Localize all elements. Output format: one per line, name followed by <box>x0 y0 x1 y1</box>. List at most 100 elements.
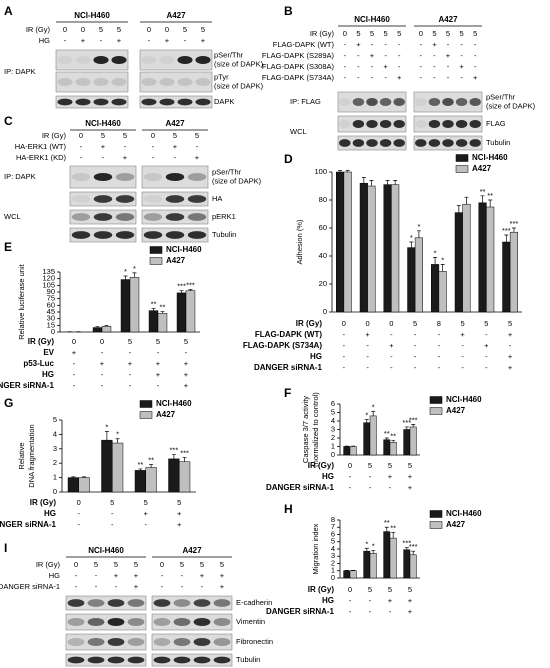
bar <box>157 313 168 333</box>
row-value: 5 <box>397 29 401 38</box>
y-tick-label: 4 <box>331 416 335 425</box>
y-tick-label: 3 <box>331 551 335 560</box>
blot-band <box>428 120 441 128</box>
condition-value: - <box>461 363 464 372</box>
row-value: + <box>473 73 478 82</box>
row-value: 0 <box>63 25 67 34</box>
blot-band <box>165 195 185 203</box>
row-value: - <box>344 51 347 60</box>
bar <box>67 477 79 493</box>
row-value: - <box>460 51 463 60</box>
row-value: - <box>474 51 477 60</box>
error-bar <box>411 550 416 555</box>
condition-value: + <box>144 509 149 518</box>
condition-value: - <box>414 363 417 372</box>
row-value: - <box>184 36 187 45</box>
y-tick-label: 60 <box>47 300 55 309</box>
error-bar <box>364 418 369 423</box>
condition-value: - <box>414 330 417 339</box>
row-value: 0 <box>79 131 83 140</box>
blot-band <box>187 231 207 239</box>
significance-label: * <box>124 267 127 276</box>
group-header: NCI-H460 <box>74 11 110 20</box>
row-value: 5 <box>183 25 187 34</box>
blot-band <box>75 56 91 64</box>
band-label: pSer/Thr <box>214 50 244 59</box>
blot-box <box>65 633 147 651</box>
condition-value: + <box>177 509 182 518</box>
condition-label: DANGER siRNA-1 <box>266 483 335 492</box>
blot-band <box>455 120 468 128</box>
legend-swatch <box>139 411 153 419</box>
significance-label: *** <box>186 280 195 289</box>
condition-value: + <box>177 520 182 529</box>
condition-value: - <box>438 363 441 372</box>
blot-band <box>75 98 91 106</box>
row-value: 5 <box>114 560 118 569</box>
condition-value: - <box>349 483 352 492</box>
condition-value: 5 <box>368 461 372 470</box>
blot-band <box>67 618 85 626</box>
condition-value: - <box>438 330 441 339</box>
row-value: - <box>357 51 360 60</box>
blot-band <box>366 139 378 147</box>
y-axis-label: Migration index <box>311 523 320 574</box>
condition-value: 5 <box>177 498 181 507</box>
blot-band <box>415 120 427 128</box>
error-bar <box>384 526 389 532</box>
legend-swatch <box>455 154 469 162</box>
row-value: - <box>115 582 118 591</box>
row-value: 5 <box>173 131 177 140</box>
blot-band <box>57 98 73 106</box>
condition-value: + <box>408 483 413 492</box>
band-label: pTyr <box>214 72 229 81</box>
blot-band <box>339 120 351 128</box>
row-value: - <box>161 582 164 591</box>
condition-label: HG <box>42 370 54 379</box>
blot-band <box>165 213 185 221</box>
error-bar <box>132 272 137 278</box>
row-value: - <box>161 571 164 580</box>
row-value: 5 <box>460 29 464 38</box>
blot-band <box>71 195 91 203</box>
row-label: FLAG-DAPK (S289A) <box>262 51 335 60</box>
row-value: 0 <box>160 560 164 569</box>
row-value: - <box>357 73 360 82</box>
y-tick-label: 0 <box>53 487 57 496</box>
row-value: - <box>344 62 347 71</box>
row-value: + <box>195 153 200 162</box>
significance-label: * <box>105 423 108 432</box>
blot-band <box>159 98 175 106</box>
row-value: 5 <box>117 25 121 34</box>
condition-label: DANGER siRNA-1 <box>266 607 335 616</box>
condition-value: + <box>184 381 189 390</box>
y-tick-label: 2 <box>331 558 335 567</box>
significance-label: * <box>434 248 437 257</box>
blot-band <box>366 120 378 128</box>
row-value: - <box>371 62 374 71</box>
blot-band <box>393 98 405 106</box>
row-value: + <box>81 36 86 45</box>
condition-value: - <box>157 381 160 390</box>
condition-value: + <box>408 472 413 481</box>
condition-value: - <box>73 381 76 390</box>
group-header: A427 <box>438 15 458 24</box>
row-value: - <box>420 73 423 82</box>
row-value: 5 <box>134 560 138 569</box>
blot-band <box>71 213 91 221</box>
condition-value: - <box>438 341 441 350</box>
blot-box <box>139 71 213 93</box>
legend-label: NCI-H460 <box>166 245 202 254</box>
error-bar <box>416 230 421 238</box>
blot-band <box>352 98 365 106</box>
condition-value: - <box>390 363 393 372</box>
legend-swatch <box>429 407 443 415</box>
row-value: - <box>174 153 177 162</box>
blot-band <box>71 173 91 181</box>
condition-value: - <box>129 348 132 357</box>
bar <box>185 290 196 333</box>
condition-value: + <box>184 370 189 379</box>
significance-label: ** <box>390 432 396 441</box>
condition-value: 0 <box>342 319 346 328</box>
blot-band <box>111 98 127 106</box>
